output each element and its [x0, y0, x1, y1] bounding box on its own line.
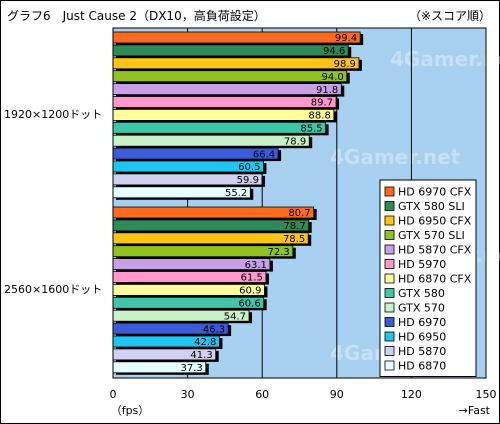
bar-2-1: [112, 206, 315, 219]
x-tick-label-120: 120: [401, 388, 422, 401]
legend-entry: GTX 580: [398, 287, 445, 300]
legend-entry: HD 6950 CFX: [398, 215, 472, 228]
bar-1-3: [112, 57, 360, 70]
data-label: 89.7: [311, 98, 333, 109]
legend-swatch: [384, 302, 395, 313]
watermark-1: 4Gamer.net: [330, 145, 461, 169]
bar-1-4: [112, 70, 348, 83]
bar-1-9: [112, 134, 310, 147]
group-label-1: 1920×1200ドット: [4, 108, 102, 121]
x-tick-label-30: 30: [181, 388, 195, 401]
data-label: 94.0: [321, 72, 343, 83]
data-label: 91.8: [316, 85, 338, 96]
data-label: 61.5: [241, 273, 263, 284]
data-label: 37.3: [180, 363, 202, 374]
data-label: 41.3: [190, 350, 212, 361]
data-label: 88.8: [309, 111, 331, 122]
legend-box: [379, 179, 477, 377]
data-label: 54.7: [224, 311, 246, 322]
data-label: 60.6: [238, 299, 260, 310]
bar-2-3: [112, 232, 309, 245]
x-tick-label-90: 90: [330, 388, 344, 401]
legend-swatch: [384, 288, 395, 298]
data-label: 42.8: [194, 337, 216, 348]
x-tick-label-150: 150: [476, 388, 497, 401]
legend-swatch: [384, 201, 395, 211]
data-label: 94.6: [323, 46, 345, 57]
data-label: 63.1: [245, 260, 267, 271]
legend-swatch: [384, 317, 395, 327]
bar-1-1: [112, 31, 361, 44]
watermark-0: 4Gamer.net: [390, 47, 500, 71]
legend-entry: HD 5870: [398, 345, 446, 358]
data-label: 85.5: [300, 124, 322, 135]
x-tick-label-0: 0: [110, 388, 117, 401]
bar-2-4: [112, 245, 294, 258]
bar-1-7: [112, 109, 335, 121]
data-label: 98.9: [334, 59, 356, 70]
chart-title: グラフ6 Just Cause 2（DX10，高負荷設定）: [7, 9, 266, 23]
legend-swatch: [384, 186, 395, 197]
legend-entry: HD 6870 CFX: [398, 273, 472, 286]
legend-swatch: [384, 331, 395, 342]
data-label: 55.2: [225, 188, 247, 199]
data-label: 78.7: [283, 221, 305, 232]
axes: 0 30 60 90 120 150 （fps） →Fast 1920×1200ドット 2560×…: [4, 27, 497, 417]
data-label: 60.5: [238, 162, 260, 173]
data-label: 99.4: [335, 33, 357, 44]
legend-swatch: [384, 244, 395, 255]
group-label-2: 2560×1600ドット: [4, 283, 102, 296]
data-label: 78.9: [284, 136, 306, 147]
legend-swatch: [384, 346, 395, 356]
bar-2-2: [112, 219, 310, 232]
legend-entry: HD 5970: [398, 258, 446, 271]
legend-entry: HD 6970 CFX: [398, 186, 472, 199]
legend-entry: GTX 580 SLI: [398, 200, 465, 213]
data-label: 80.7: [288, 208, 310, 219]
legend-swatch: [384, 259, 395, 269]
legend-entry: GTX 570: [398, 302, 445, 315]
bar-1-8: [112, 121, 327, 134]
x-axis-label: （fps）: [111, 404, 150, 417]
legend-entry: GTX 570 SLI: [398, 229, 465, 242]
legend-entry: HD 6950: [398, 331, 446, 344]
bar-1-6: [112, 96, 337, 108]
legend-entry: HD 6970: [398, 316, 446, 329]
bar-1-5: [112, 83, 342, 95]
legend-entry: HD 6870: [398, 360, 446, 373]
bar-1-2: [112, 44, 349, 57]
data-label: 66.4: [253, 149, 275, 160]
legend-entry: HD 5870 CFX: [398, 244, 472, 257]
sort-note: （※スコア順）: [408, 9, 491, 23]
data-label: 72.3: [268, 247, 290, 258]
bars: 99.4 94.6 98.9 94.0 91.8 89.7 88.8 85.578.9 66.4…: [112, 31, 364, 375]
legend-swatch: [384, 360, 395, 371]
plot-border: [112, 27, 487, 379]
x-tick-label-60: 60: [255, 388, 269, 401]
data-label: 78.5: [283, 234, 305, 245]
legend-swatch: [384, 215, 395, 226]
data-label: 46.3: [203, 324, 225, 335]
legend-swatch: [384, 230, 395, 240]
data-label: 60.9: [239, 286, 261, 297]
data-label: 59.9: [237, 175, 259, 186]
x-axis-direction-label: →Fast: [459, 404, 491, 417]
legend-swatch: [384, 273, 395, 284]
